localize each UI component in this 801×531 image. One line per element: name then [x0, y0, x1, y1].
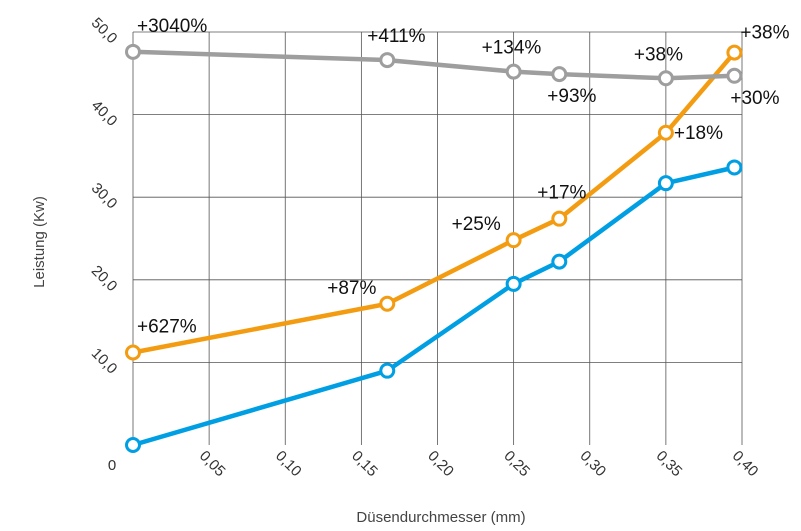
- y-axis-label: Leistung (Kw): [31, 196, 48, 288]
- percent-annotation: +38%: [740, 23, 789, 44]
- data-point: [379, 52, 396, 69]
- data-point: [505, 232, 522, 249]
- percent-annotation: +134%: [482, 38, 542, 59]
- data-point: [726, 44, 743, 61]
- x-tick-label: 0,05: [196, 447, 229, 480]
- x-tick-label: 0,20: [424, 447, 457, 480]
- y-tick-label: 30,0: [88, 180, 121, 213]
- data-point: [379, 295, 396, 312]
- y-tick-label: 40,0: [88, 97, 121, 130]
- x-tick-label: 0,30: [577, 447, 610, 480]
- data-point: [505, 63, 522, 80]
- x-tick-label: 0,35: [653, 447, 686, 480]
- tick-labels: 0,05 0,10 0,15 0,20 0,25 0,30 0,35 0,40 10,0 20,0…: [88, 14, 762, 480]
- x-tick-label: 0,10: [272, 447, 305, 480]
- percent-annotation: +627%: [137, 316, 197, 337]
- data-point: [726, 67, 743, 84]
- percent-annotation: +17%: [537, 183, 586, 204]
- percent-annotation: +18%: [674, 123, 723, 144]
- data-point: [125, 437, 141, 453]
- percent-annotation: +30%: [730, 88, 779, 109]
- data-point: [657, 70, 674, 87]
- percent-annotation: +411%: [367, 26, 425, 47]
- series-line-1: [130, 50, 737, 355]
- x-axis-label: Düsendurchmesser (mm): [356, 509, 525, 526]
- series-line-0: [130, 165, 737, 448]
- data-point: [125, 344, 141, 361]
- data-point: [726, 159, 743, 176]
- data-point: [379, 362, 396, 379]
- annotations: +627% +87% +25% +17% +18% +38% +3040% +411% +134…: [137, 16, 790, 338]
- data-point: [551, 210, 568, 227]
- series-line-2: [130, 49, 737, 81]
- y-tick-label: 20,0: [88, 262, 121, 295]
- data-point: [657, 124, 674, 141]
- origin-label: 0: [108, 457, 116, 474]
- percent-annotation: +3040%: [137, 16, 207, 37]
- percent-annotation: +38%: [634, 44, 683, 65]
- x-tick-label: 0,25: [500, 447, 533, 480]
- data-point: [551, 253, 568, 270]
- data-point: [657, 175, 674, 192]
- grid: [132, 31, 743, 445]
- data-point: [125, 43, 141, 60]
- percent-annotation: +87%: [327, 278, 376, 299]
- y-tick-label: 10,0: [88, 345, 121, 378]
- data-point: [551, 66, 568, 83]
- percent-annotation: +25%: [452, 214, 501, 235]
- x-tick-label: 0,40: [729, 447, 762, 480]
- y-tick-label: 50,0: [88, 14, 121, 47]
- series-lines: [130, 49, 737, 448]
- data-points: [125, 43, 743, 453]
- x-tick-label: 0,15: [348, 447, 381, 480]
- percent-annotation: +93%: [547, 86, 596, 107]
- data-point: [505, 275, 522, 292]
